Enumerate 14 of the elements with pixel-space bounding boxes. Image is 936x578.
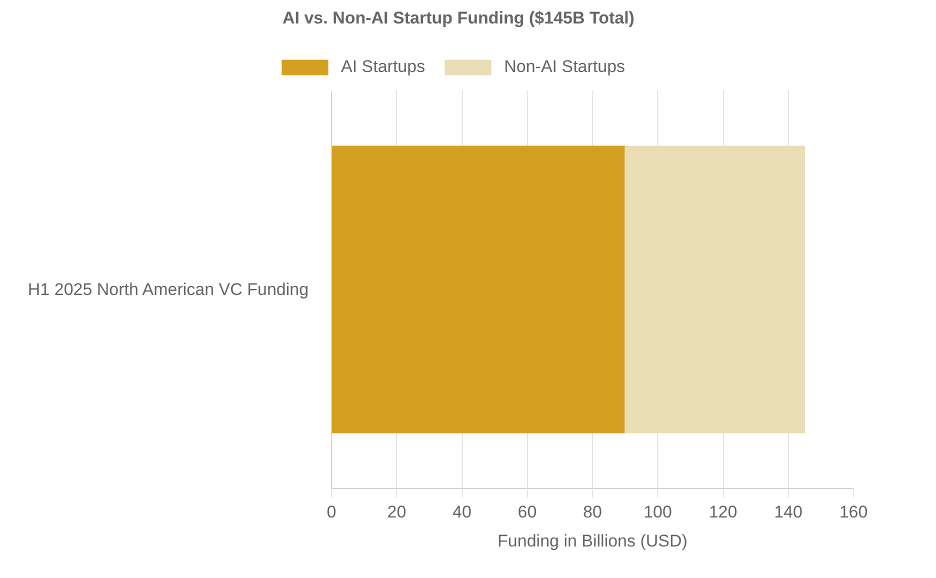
x-tick-label: 100 (644, 502, 672, 522)
x-tick-label: 160 (839, 502, 868, 522)
chart-title: AI vs. Non-AI Startup Funding ($145B Total) (282, 8, 634, 28)
y-tick-label: H1 2025 North American VC Funding (28, 280, 309, 299)
legend-label: Non-AI Startups (504, 57, 626, 77)
x-tick-label: 0 (326, 502, 336, 522)
x-tick-label: 40 (452, 502, 472, 522)
x-axis-title: Funding in Billions (USD) (498, 532, 688, 550)
x-tick-label: 140 (774, 502, 802, 522)
x-tick-label: 120 (708, 502, 738, 522)
legend-label: AI Startups (341, 57, 426, 77)
x-tick-label: 20 (387, 502, 406, 522)
x-tick-label: 60 (518, 502, 537, 522)
x-tick-label: 80 (583, 502, 602, 522)
